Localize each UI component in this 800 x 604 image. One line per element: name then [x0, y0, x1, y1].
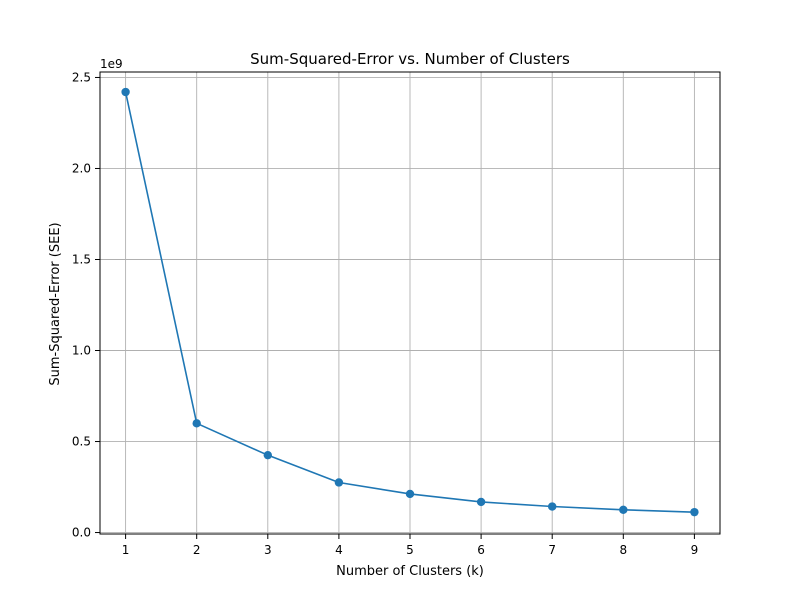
x-tick-label: 7 — [548, 543, 556, 557]
x-tick-label: 3 — [264, 543, 272, 557]
series-layer — [121, 87, 699, 517]
x-tick-label: 1 — [122, 543, 130, 557]
grid-lines — [100, 72, 720, 534]
data-point — [405, 489, 415, 499]
y-axis-offset-label: 1e9 — [100, 57, 123, 71]
x-tick-label: 4 — [335, 543, 343, 557]
data-point — [548, 502, 557, 511]
data-point — [619, 505, 628, 514]
y-axis-label: Sum-Squared-Error (SEE) — [48, 222, 63, 385]
y-tick-label: 1.0 — [72, 344, 91, 358]
x-tick-label: 8 — [619, 543, 627, 557]
chart-title: Sum-Squared-Error vs. Number of Clusters — [250, 50, 570, 68]
data-point — [476, 497, 486, 507]
x-axis-ticks: 1 2 3 4 5 6 7 8 9 — [122, 534, 698, 557]
y-axis-ticks: 0.0 0.5 1.0 1.5 2.0 2.5 — [72, 70, 100, 540]
y-tick-label: 2.0 — [72, 161, 91, 175]
y-tick-label: 0.5 — [72, 435, 91, 449]
x-tick-label: 6 — [477, 543, 485, 557]
x-tick-label: 9 — [691, 543, 699, 557]
y-tick-label: 2.5 — [72, 70, 91, 84]
x-tick-label: 2 — [193, 543, 201, 557]
data-point — [192, 419, 201, 428]
data-point — [263, 450, 272, 460]
data-point — [121, 87, 130, 97]
data-point — [690, 507, 699, 517]
y-tick-label: 0.0 — [72, 526, 91, 540]
y-tick-label: 1.5 — [72, 252, 91, 266]
x-tick-label: 5 — [406, 543, 414, 557]
x-axis-label: Number of Clusters (k) — [336, 564, 484, 579]
data-point — [334, 478, 344, 487]
